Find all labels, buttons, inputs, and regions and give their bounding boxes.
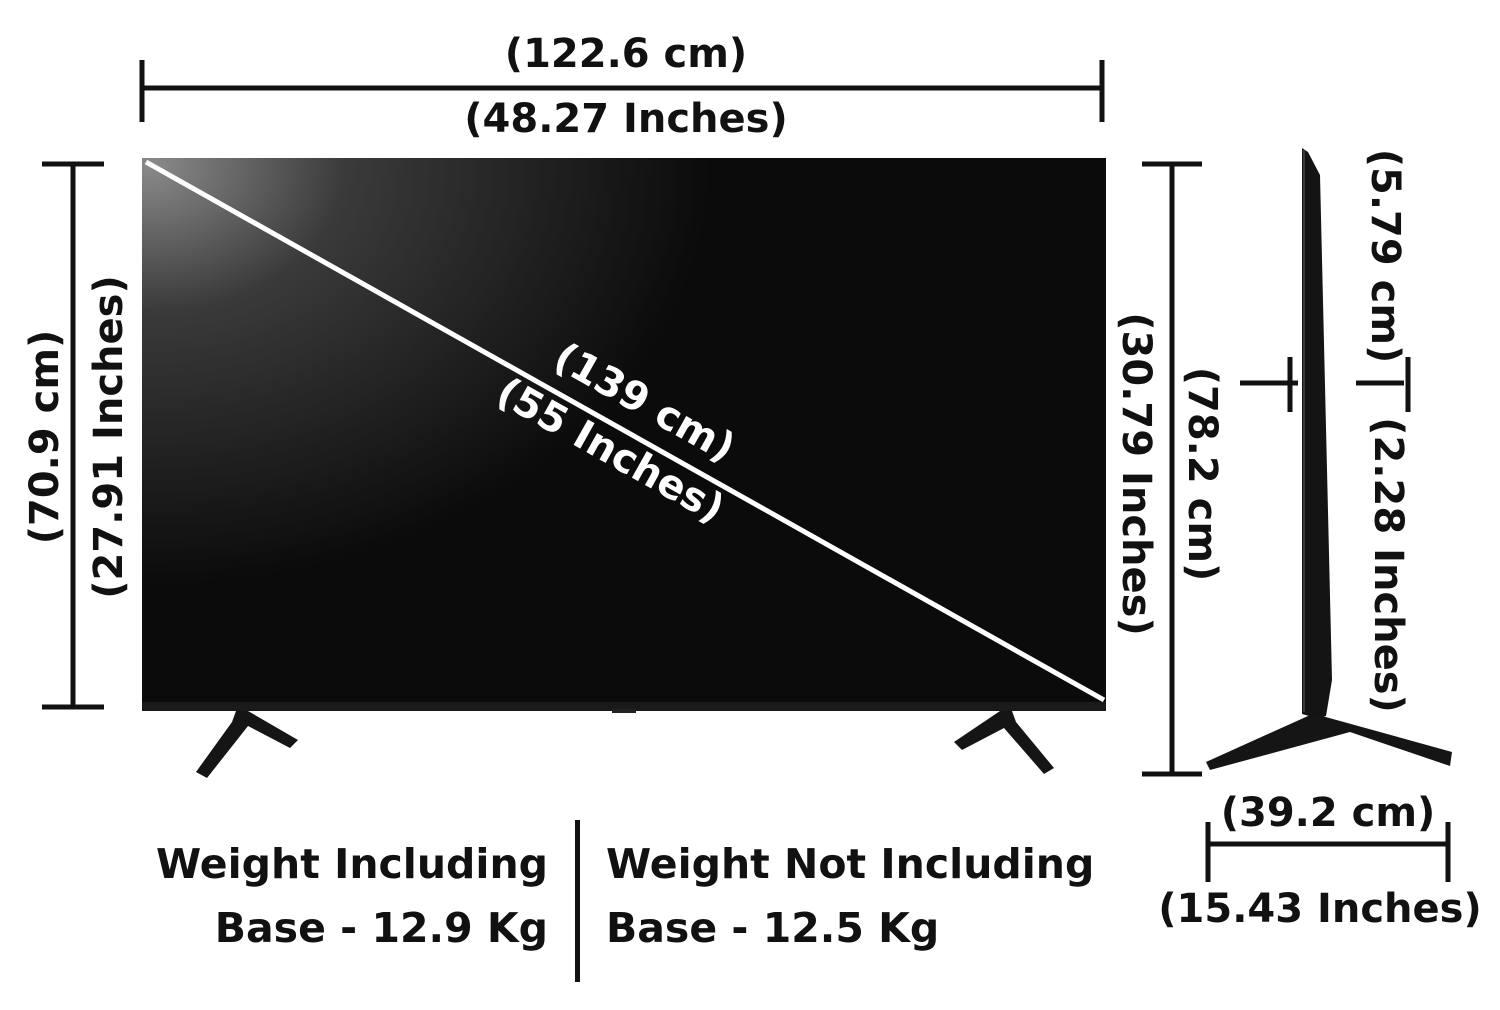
weight-not-including-base: Weight Not Including Base - 12.5 Kg (606, 832, 1094, 960)
right-stand-foot (954, 711, 1054, 774)
height-with-stand-cm-label: (78.2 cm) (1179, 367, 1225, 582)
diagonal-line (144, 159, 1106, 703)
weight-including-base: Weight Including Base - 12.9 Kg (156, 832, 548, 960)
left-stand-foot (196, 711, 298, 778)
tv-bottom-bezel (142, 702, 1106, 711)
stand-depth-inches-label: (15.43 Inches) (1158, 886, 1482, 932)
weight-divider (575, 820, 580, 982)
height-with-stand-inches-label: (30.79 Inches) (1113, 312, 1159, 636)
stand-depth-cm-label: (39.2 cm) (1221, 790, 1436, 836)
depth-body-inches-label: (2.28 Inches) (1365, 417, 1411, 713)
height-dimension-line (42, 161, 104, 710)
width-cm-label: (122.6 cm) (505, 31, 747, 77)
height-with-stand-dimension-line (1142, 161, 1202, 777)
height-cm-label: (70.9 cm) (22, 330, 68, 545)
weight-including-line2: Base - 12.9 Kg (214, 904, 548, 952)
width-dimension-line (139, 60, 1105, 122)
height-inches-label: (27.91 Inches) (86, 275, 132, 599)
tv-logo-bump (612, 709, 636, 713)
tv-side-profile (1302, 148, 1332, 718)
weight-not-including-line2: Base - 12.5 Kg (606, 904, 940, 952)
weight-not-including-line1: Weight Not Including (606, 840, 1095, 888)
tv-front-view (142, 158, 1106, 778)
tv-side-view (1206, 148, 1452, 770)
side-stand-foot (1206, 716, 1452, 770)
depth-top-cm-label: (5.79 cm) (1362, 149, 1408, 364)
width-inches-label: (48.27 Inches) (464, 96, 788, 142)
stand-depth-dimension-line (1205, 822, 1451, 882)
weight-including-line1: Weight Including (156, 840, 548, 888)
